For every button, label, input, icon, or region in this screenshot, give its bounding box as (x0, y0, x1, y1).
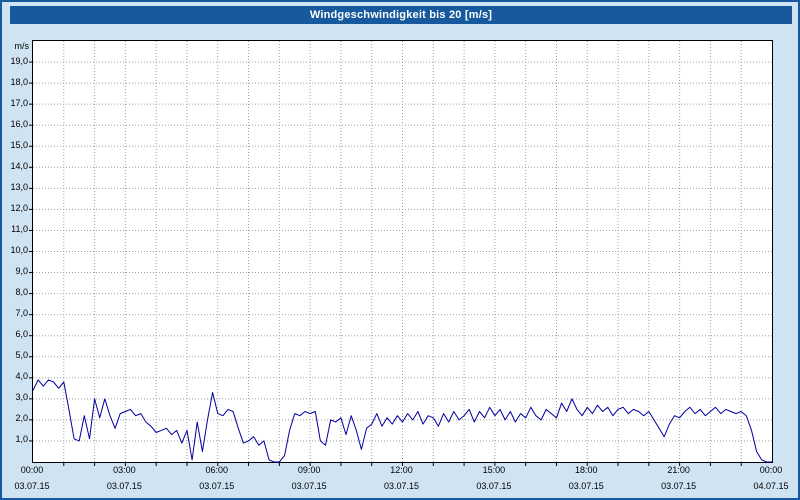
y-axis-tick-label: 12,0 (10, 202, 28, 213)
y-axis-tick-label: 8,0 (15, 287, 28, 298)
y-axis-tick-label: 6,0 (15, 329, 28, 340)
x-axis-date-label: 03.07.15 (106, 481, 142, 491)
x-axis-time-label: 21:00 (667, 465, 690, 475)
plot-area (29, 40, 773, 466)
y-axis-tick-label: 18,0 (10, 76, 28, 87)
wind-speed-line (32, 379, 772, 463)
x-axis-date-label: 04.07.15 (753, 481, 789, 491)
y-axis-tick-label: 2,0 (15, 413, 28, 424)
y-axis-tick-label: 7,0 (15, 308, 28, 319)
chart-title: Windgeschwindigkeit bis 20 [m/s] (309, 9, 493, 21)
y-axis-tick-label: 15,0 (10, 139, 28, 150)
y-axis-tick-label: 17,0 (10, 97, 28, 108)
y-axis-tick-label: 13,0 (10, 181, 28, 192)
y-axis-tick-label: 9,0 (15, 266, 28, 277)
x-axis-date-label: 03.07.15 (568, 481, 604, 491)
x-axis-time-label: 06:00 (205, 465, 229, 475)
y-axis-tick-label: 16,0 (10, 118, 28, 129)
x-axis-date-label: 03.07.15 (476, 481, 512, 491)
x-axis-time-label: 03:00 (113, 465, 136, 475)
x-axis-time-label: 09:00 (297, 465, 321, 475)
y-axis-tick-label: 4,0 (15, 371, 28, 382)
x-axis-date-label: 03.07.15 (291, 481, 327, 491)
y-axis-tick-label: 10,0 (10, 245, 28, 255)
x-axis-date-label: 03.07.15 (661, 481, 697, 491)
y-axis-tick-label: 5,0 (15, 350, 28, 361)
x-axis-date-label: 03.07.15 (199, 481, 235, 491)
x-axis-date-label: 03.07.15 (383, 481, 420, 491)
x-axis-time-label: 12:00 (390, 465, 413, 475)
y-axis-tick-label: 14,0 (10, 160, 28, 171)
x-axis-date-label: 03.07.15 (14, 481, 50, 491)
y-axis-tick-label: 11,0 (11, 223, 28, 234)
y-axis-tick-label: 19,0 (10, 55, 28, 66)
wind-speed-chart (29, 41, 772, 466)
x-axis-time-label: 00:00 (20, 465, 44, 475)
y-axis-tick-label: 3,0 (15, 392, 28, 403)
x-axis-time-label: 15:00 (482, 465, 506, 475)
chart-title-bar: Windgeschwindigkeit bis 20 [m/s] (10, 6, 792, 24)
y-axis-unit-label: m/s (14, 41, 30, 51)
x-axis-time-label: 00:00 (759, 465, 783, 475)
x-axis-time-label: 18:00 (574, 465, 598, 475)
y-axis-tick-label: 1,0 (15, 434, 28, 445)
